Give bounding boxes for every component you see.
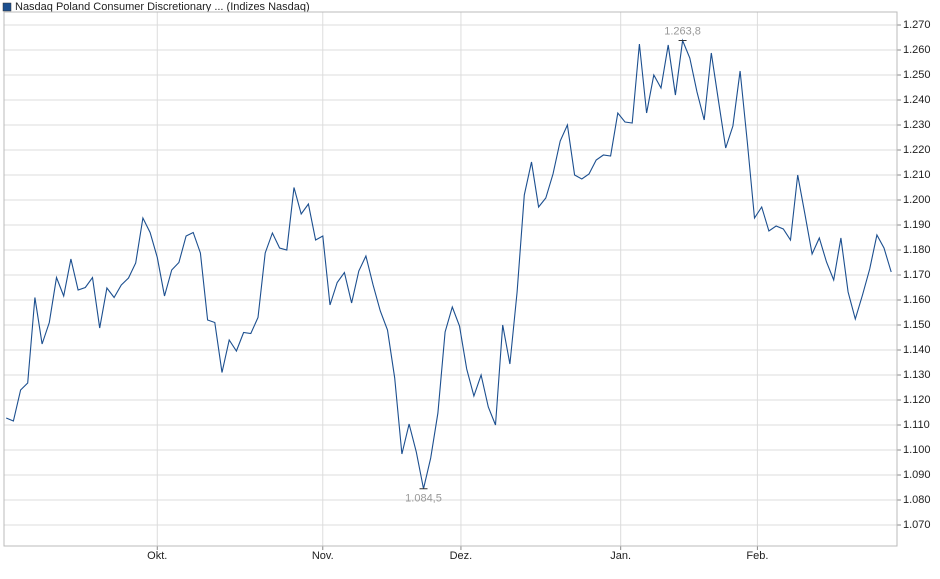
y-tick-label: 1.070 [903,519,931,531]
value-label: 1.263,8 [664,25,701,37]
y-tick-label: 1.110 [903,419,930,431]
value-label: 1.084,5 [405,493,442,505]
line [5,38,892,489]
x-tick-label: Okt. [147,550,167,562]
y-tick-label: 1.160 [903,294,931,306]
y-tick-label: 1.230 [903,119,931,131]
y-tick-label: 1.220 [903,144,931,156]
y-tick-label: 1.240 [903,94,931,106]
y-tick-label: 1.210 [903,169,931,181]
y-tick-label: 1.190 [903,219,931,231]
y-tick-label: 1.140 [903,344,931,356]
y-tick-label: 1.260 [903,44,931,56]
y-tick-label: 1.200 [903,194,931,206]
x-tick-label: Dez. [450,550,473,562]
y-tick-label: 1.080 [903,494,931,506]
y-tick-label: 1.250 [903,69,931,81]
y-tick-label: 1.150 [903,319,931,331]
y-tick-label: 1.090 [903,469,931,481]
y-tick-label: 1.120 [903,394,931,406]
x-tick-label: Feb. [746,550,768,562]
y-tick-label: 1.170 [903,269,931,281]
y-tick-label: 1.180 [903,244,931,256]
x-tick-label: Nov. [312,550,334,562]
y-tick-label: 1.100 [903,444,931,456]
legend-label: Nasdaq Poland Consumer Discretionary ...… [15,1,310,13]
y-tick-label: 1.130 [903,369,931,381]
x-tick-label: Jan. [610,550,631,562]
y-tick-label: 1.270 [903,19,931,31]
plot-frame [3,11,898,547]
legend-swatch [2,2,12,12]
